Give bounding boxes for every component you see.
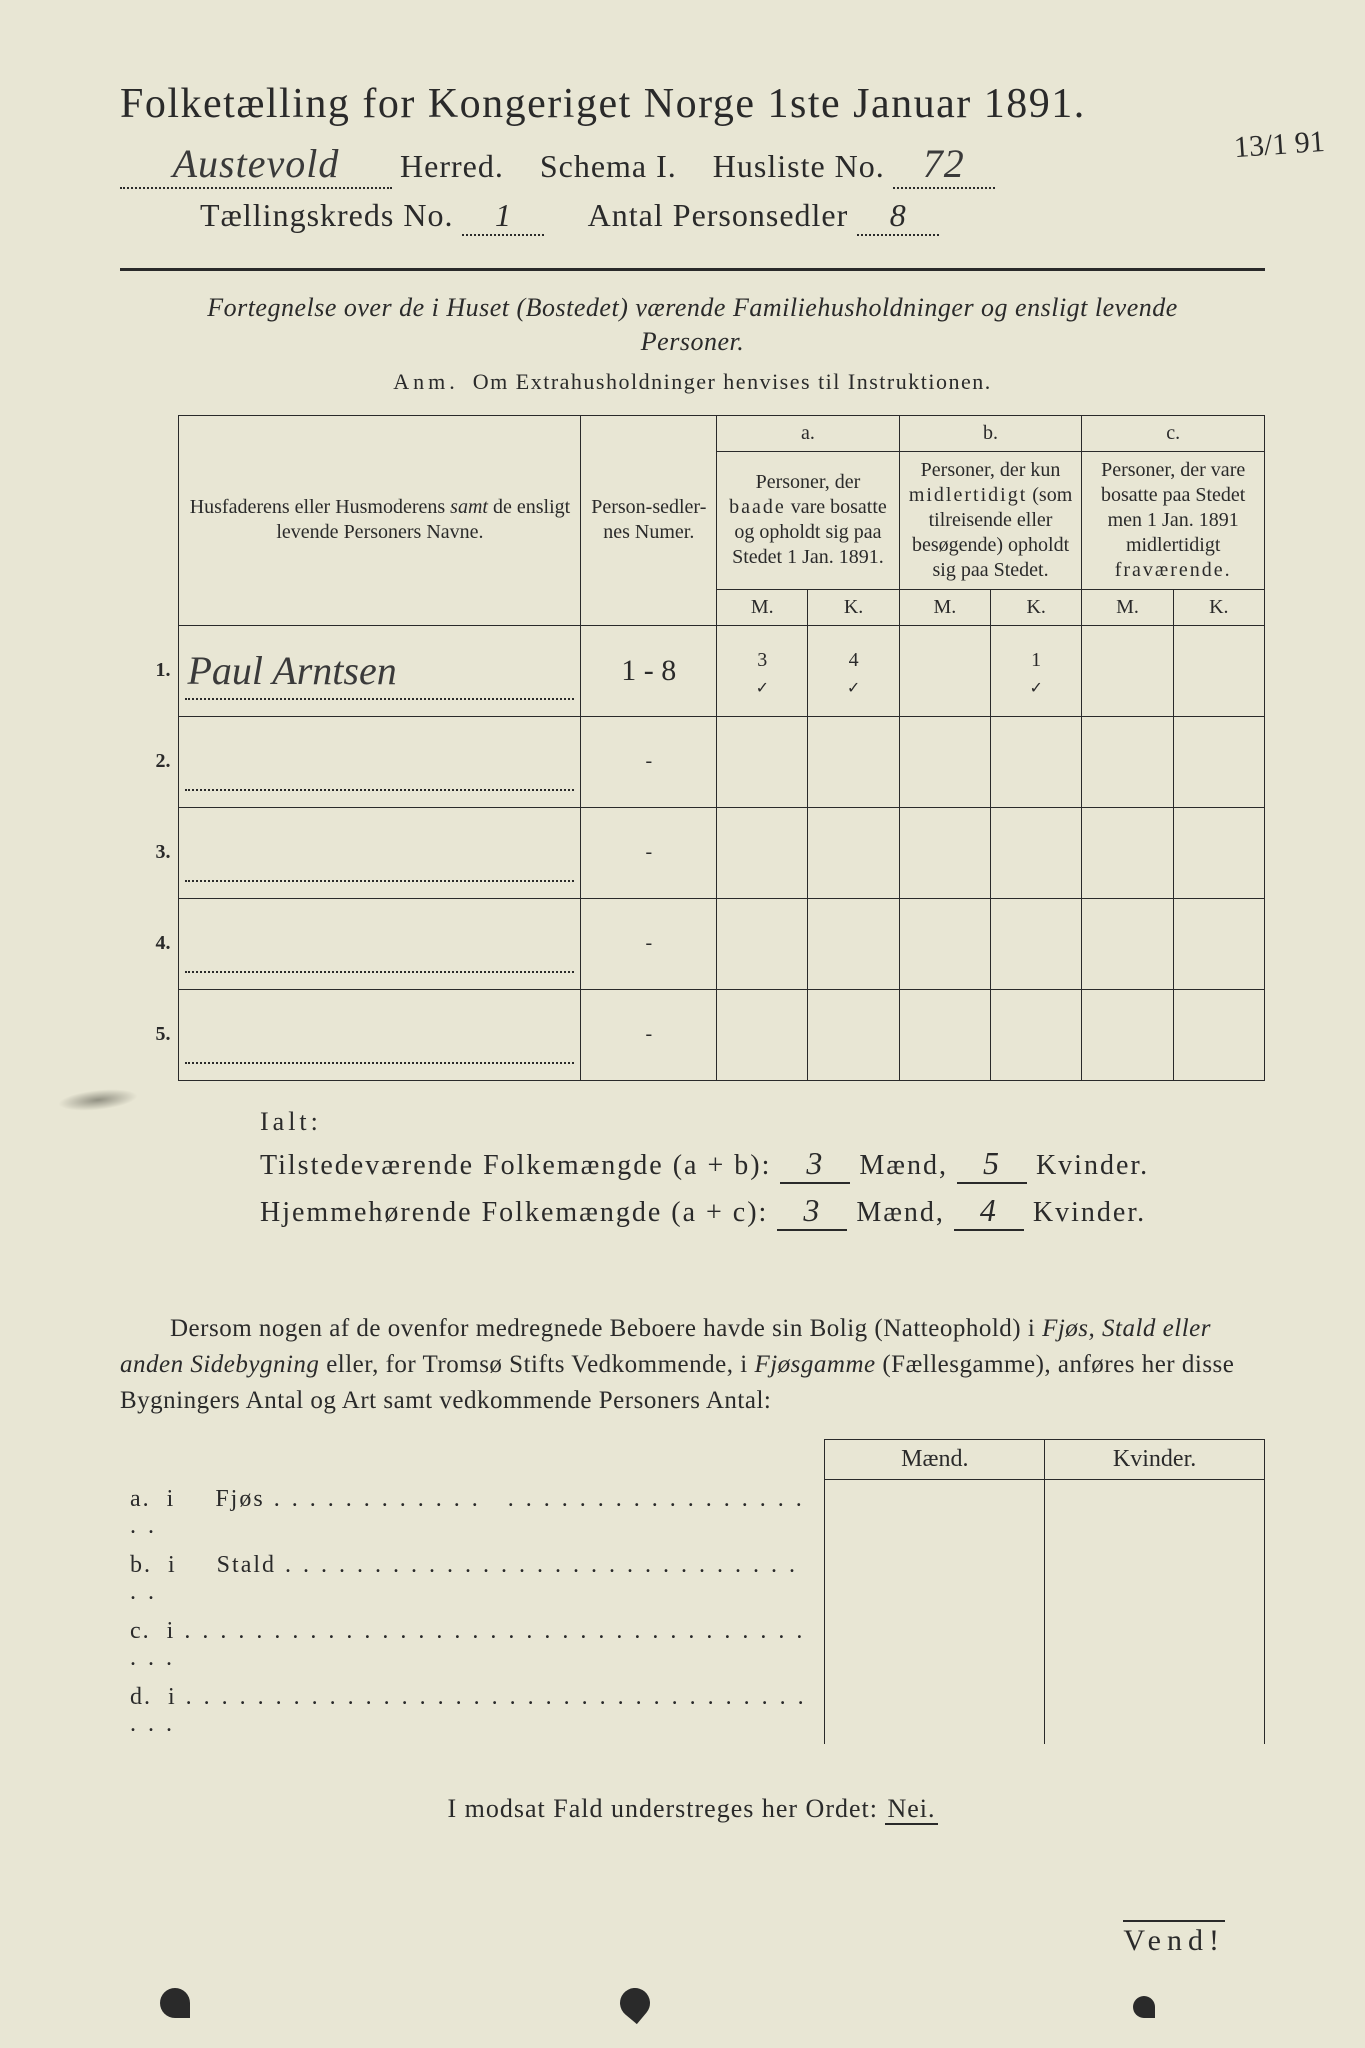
resident-women: 4 (954, 1192, 1024, 1231)
herred-value: Austevold (120, 140, 392, 189)
c-k (1173, 625, 1264, 716)
col-a-label: a. (717, 415, 900, 451)
household-table: Husfaderens eller Husmoderens samt de en… (120, 415, 1265, 1081)
bottom-row: d. i . . . . . . . . . . . . . . . . . .… (120, 1678, 1265, 1744)
paper-tear-icon (614, 1982, 656, 2024)
census-form-page: Folketælling for Kongeriget Norge 1ste J… (0, 0, 1365, 2048)
bottom-row: b. i Stald . . . . . . . . . . . . . . .… (120, 1546, 1265, 1612)
nei-word: Nei. (885, 1794, 937, 1825)
a-m: 3✓ (717, 625, 808, 716)
col-c-m: M. (1082, 589, 1173, 625)
col-names-header: Husfaderens eller Husmoderens samt de en… (179, 415, 581, 625)
husliste-value: 72 (893, 140, 995, 189)
col-c-text: Personer, der vare bosatte paa Stedet me… (1082, 451, 1265, 589)
antal-value: 8 (857, 197, 939, 236)
main-title: Folketælling for Kongeriget Norge 1ste J… (120, 80, 1265, 128)
person-name: Paul Arntsen (187, 648, 396, 693)
col-a-m: M. (717, 589, 808, 625)
annotation-line: Anm. Om Extrahusholdninger henvises til … (120, 369, 1265, 395)
anm-prefix: Anm. (393, 369, 459, 394)
table-row: 4. - (120, 898, 1265, 989)
table-row: 2. - (120, 716, 1265, 807)
bottom-header-women: Kvinder. (1045, 1440, 1265, 1480)
b-k: 1✓ (991, 625, 1082, 716)
kreds-value: 1 (462, 197, 544, 236)
husliste-label: Husliste No. (713, 148, 885, 185)
col-c-k: K. (1173, 589, 1264, 625)
nei-line: I modsat Fald understreges her Ordet: Ne… (120, 1794, 1265, 1824)
totals-row-2: Hjemmehørende Folkemængde (a + c): 3 Mæn… (260, 1192, 1265, 1231)
header-line-3: Tællingskreds No. 1 Antal Personsedler 8 (120, 197, 1265, 236)
margin-date: 13/1 91 (1233, 125, 1326, 165)
kreds-label: Tællingskreds No. (200, 197, 453, 233)
col-b-label: b. (899, 415, 1082, 451)
turn-over-label: Vend! (1123, 1920, 1225, 1958)
col-sedler-header: Person-sedler-nes Numer. (581, 415, 717, 625)
col-b-m: M. (899, 589, 990, 625)
totals-block: Ialt: Tilstedeværende Folkemængde (a + b… (260, 1107, 1265, 1231)
a-k: 4✓ (808, 625, 899, 716)
bottom-row: c. i . . . . . . . . . . . . . . . . . .… (120, 1612, 1265, 1678)
outbuilding-table: Mænd. Kvinder. a. i Fjøs . . . . . . . .… (120, 1439, 1265, 1744)
table-row: 5. - (120, 989, 1265, 1080)
resident-men: 3 (777, 1192, 847, 1231)
b-m (899, 625, 990, 716)
anm-text: Om Extrahusholdninger henvises til Instr… (473, 369, 992, 394)
sedler-value: 1 - 8 (581, 625, 717, 716)
schema-label: Schema I. (540, 148, 677, 185)
ialt-label: Ialt: (260, 1107, 1265, 1137)
col-b-text: Personer, der kun midlertidigt (som tilr… (899, 451, 1082, 589)
col-a-k: K. (808, 589, 899, 625)
herred-label: Herred. (400, 148, 504, 185)
antal-label: Antal Personsedler (588, 197, 849, 233)
present-women: 5 (957, 1145, 1027, 1184)
totals-row-1: Tilstedeværende Folkemængde (a + b): 3 M… (260, 1145, 1265, 1184)
smudge-mark (57, 1086, 139, 1114)
c-m (1082, 625, 1173, 716)
col-b-k: K. (991, 589, 1082, 625)
bottom-header-men: Mænd. (825, 1440, 1045, 1480)
col-a-text: Personer, der baade vare bosatte og opho… (717, 451, 900, 589)
instructions-paragraph: Dersom nogen af de ovenfor medregnede Be… (120, 1311, 1265, 1420)
table-row: 3. - (120, 807, 1265, 898)
present-men: 3 (780, 1145, 850, 1184)
bottom-row: a. i Fjøs . . . . . . . . . . . . . . . … (120, 1480, 1265, 1546)
divider (120, 268, 1265, 271)
paper-tear-icon (160, 1988, 190, 2018)
col-c-label: c. (1082, 415, 1265, 451)
paper-tear-icon (1133, 1996, 1155, 2018)
header-line-2: Austevold Herred. Schema I. Husliste No.… (120, 140, 1265, 189)
table-row: 1. Paul Arntsen 1 - 8 3✓ 4✓ 1✓ (120, 625, 1265, 716)
form-subtitle: Fortegnelse over de i Huset (Bostedet) v… (180, 291, 1205, 359)
